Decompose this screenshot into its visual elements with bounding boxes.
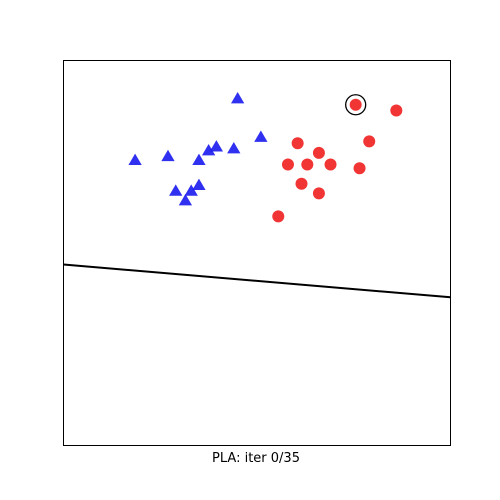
triangle-point — [231, 92, 245, 104]
circle-point — [312, 146, 325, 159]
decision-boundary — [63, 263, 451, 299]
circle-point — [349, 98, 362, 111]
highlight-ring — [345, 94, 367, 116]
circle-point — [353, 162, 366, 175]
triangle-point — [161, 149, 175, 162]
circle-point — [312, 187, 325, 200]
triangle-point — [169, 184, 183, 196]
axes-frame — [63, 60, 451, 446]
circle-point — [291, 137, 304, 150]
circle-point — [301, 158, 314, 171]
circle-point — [281, 158, 294, 171]
triangle-point — [192, 178, 206, 190]
triangle-point — [227, 142, 241, 154]
chart-caption: PLA: iter 0/35 — [212, 451, 300, 466]
circle-point — [295, 177, 308, 190]
circle-point — [390, 104, 403, 117]
circle-point — [324, 158, 337, 171]
triangle-point — [128, 153, 142, 165]
triangle-point — [201, 143, 216, 156]
triangle-point — [209, 140, 224, 152]
triangle-point — [178, 194, 193, 206]
circle-point — [363, 135, 376, 148]
plot-area — [63, 92, 451, 299]
triangle-point — [254, 130, 268, 142]
circle-point — [272, 210, 285, 223]
triangle-point — [192, 153, 206, 165]
triangle-point — [184, 184, 198, 196]
